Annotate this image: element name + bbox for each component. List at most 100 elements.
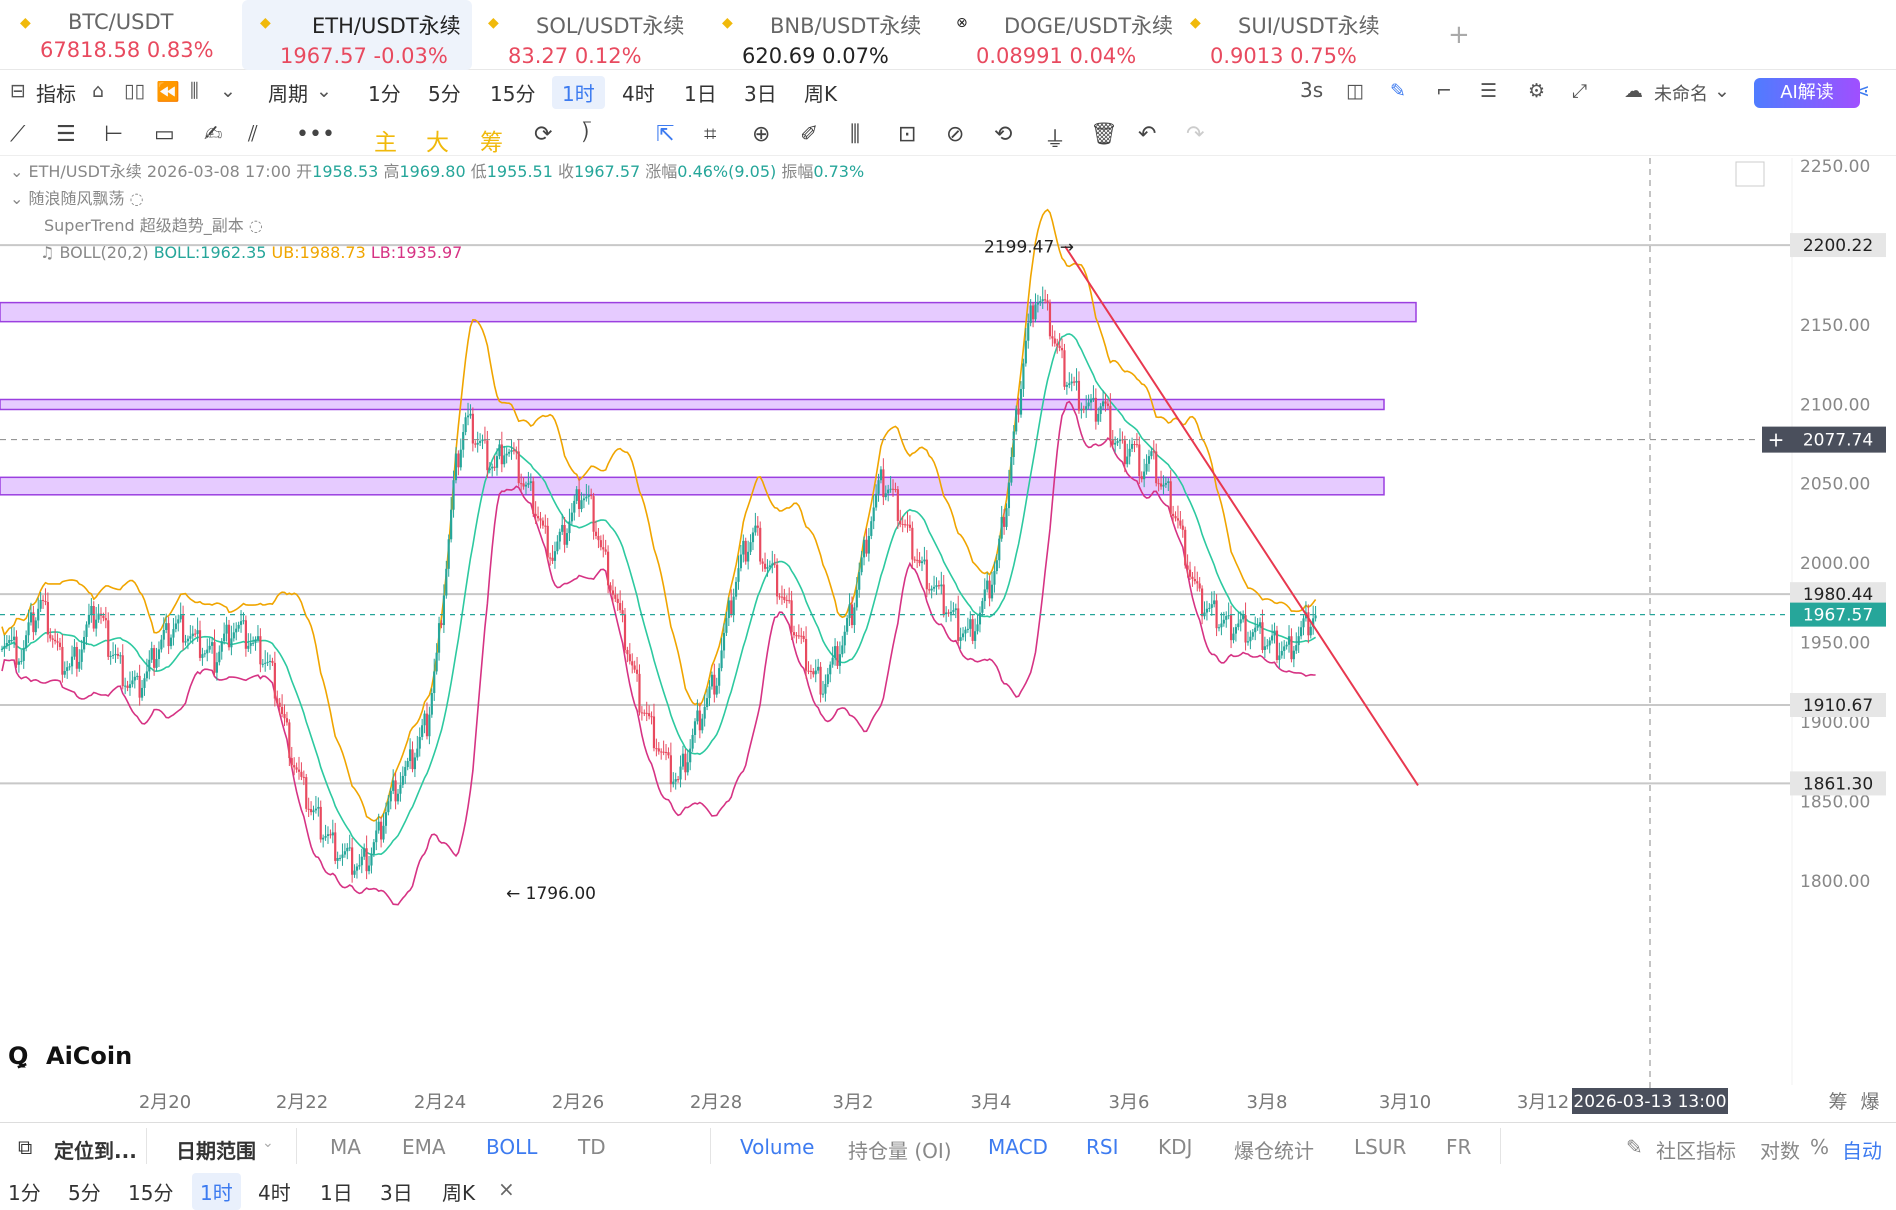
log-scale-toggle[interactable]: 对数 (1760, 1139, 1800, 1163)
big-order-button[interactable]: 大 (426, 130, 449, 156)
redo-icon[interactable]: ↷ (1186, 122, 1205, 147)
brush-icon[interactable]: ✍ (204, 122, 223, 147)
resistance-zone[interactable] (0, 476, 1385, 496)
ruler-icon[interactable]: ⌗ (704, 122, 717, 147)
corner-label[interactable]: 爆 (1860, 1091, 1879, 1113)
interval-5m[interactable]: 5分 (428, 82, 461, 106)
interval-1w[interactable]: 周K (804, 82, 838, 106)
eye-off-icon[interactable]: ◌ (248, 216, 263, 235)
ai-analysis-button[interactable]: AI解读 (1754, 78, 1860, 108)
plus-icon[interactable]: + (1768, 428, 1785, 452)
lock-icon[interactable]: ⊡ (898, 122, 917, 147)
tab-doge[interactable]: ⊗ DOGE/USDT永续 0.08991 0.04% (956, 0, 1186, 70)
quick-interval[interactable]: 15分 (128, 1181, 174, 1205)
chevron-down-icon[interactable]: ⌄ (262, 1135, 274, 1151)
layout-icon[interactable]: ▯▯ (124, 80, 145, 102)
main-ind-boll[interactable]: BOLL (486, 1135, 538, 1159)
indicators-button[interactable]: 指标 (36, 82, 76, 106)
interval-1m[interactable]: 1分 (368, 82, 401, 106)
main-force-button[interactable]: 主 (374, 130, 397, 156)
quick-interval[interactable]: 5分 (68, 1181, 101, 1205)
main-ind-td[interactable]: TD (578, 1135, 606, 1159)
chevron-down-icon[interactable]: ⌄ (316, 80, 332, 102)
interval-3d[interactable]: 3日 (744, 82, 777, 106)
sub-ind-macd[interactable]: MACD (988, 1135, 1048, 1159)
percent-scale-toggle[interactable]: % (1810, 1135, 1830, 1159)
quick-interval[interactable]: 1分 (8, 1181, 41, 1205)
pattern-icon[interactable]: ⟳ (534, 122, 553, 147)
quick-interval[interactable]: 3日 (380, 1181, 413, 1205)
cloud-icon[interactable]: ☁ (1624, 80, 1643, 102)
tab-eth[interactable]: ◆ ETH/USDT永续 1967.57 -0.03% (242, 0, 472, 70)
list-icon[interactable]: ☰ (1480, 80, 1498, 102)
sub-ind-kdj[interactable]: KDJ (1158, 1135, 1193, 1159)
sync-icon[interactable]: ⟲ (994, 122, 1013, 147)
zoom-icon[interactable]: ⊕ (752, 122, 771, 147)
magnet-icon[interactable]: ⫼ (850, 122, 861, 147)
chevron-down-icon[interactable]: ⌄ (220, 80, 236, 102)
locate-button[interactable]: 定位到... (54, 1139, 137, 1163)
trendline[interactable] (1064, 245, 1419, 787)
tab-bnb[interactable]: ◆ BNB/USDT永续 620.69 0.07% (722, 0, 942, 70)
collapse-icon[interactable]: ⌄ (10, 162, 24, 181)
fib-icon[interactable]: ⫽ (248, 122, 258, 147)
date-range-button[interactable]: 日期范围 (176, 1139, 256, 1163)
interval-1h[interactable]: 1时 (552, 76, 605, 109)
more-tools-icon[interactable]: ••• (296, 122, 335, 147)
community-indicators[interactable]: 社区指标 (1656, 1139, 1736, 1163)
undo-icon[interactable]: ↶ (1138, 122, 1157, 147)
rectangle-icon[interactable]: ▭ (154, 122, 175, 147)
refresh-rate[interactable]: 3s (1300, 78, 1324, 102)
trash-icon[interactable]: 🗑 (1090, 122, 1118, 147)
layout-name[interactable]: 未命名 (1654, 84, 1708, 105)
filter-icon[interactable]: ⏚ (1044, 128, 1067, 153)
eye-off-icon[interactable]: ◌ (129, 189, 144, 208)
sub-ind-rsi[interactable]: RSI (1086, 1135, 1119, 1159)
crosshair-plus-bg[interactable] (1762, 426, 1790, 453)
interval-4h[interactable]: 4时 (622, 82, 655, 106)
bell-icon[interactable]: ♫ (40, 243, 55, 262)
corner-label[interactable]: 筹 (1828, 1091, 1847, 1113)
cursor-icon[interactable]: ⇱ (656, 122, 675, 147)
hlines-icon[interactable]: ☰ (56, 122, 76, 147)
sub-ind-volume[interactable]: Volume (740, 1135, 815, 1159)
resistance-zone[interactable] (0, 301, 1417, 323)
locate-icon[interactable]: ⧉ (18, 1135, 33, 1159)
sub-ind-liquidation[interactable]: 爆仓统计 (1234, 1139, 1314, 1163)
period-button[interactable]: 周期 (268, 82, 308, 106)
close-icon[interactable]: × (498, 1177, 515, 1201)
replay-icon[interactable]: ⏪ (156, 81, 180, 103)
sub-ind-lsur[interactable]: LSUR (1354, 1135, 1407, 1159)
add-tab-icon[interactable]: + (1448, 20, 1470, 50)
pen-icon[interactable]: ✎ (1390, 80, 1406, 102)
collapse-icon[interactable]: ⌄ (10, 189, 24, 208)
community-icon[interactable]: ✎ (1626, 1135, 1643, 1159)
quick-interval[interactable]: 4时 (258, 1181, 291, 1205)
eraser-icon[interactable]: ✐ (800, 122, 819, 147)
alert-icon[interactable]: ⌐ (1436, 80, 1452, 102)
quick-interval[interactable]: 1日 (320, 1181, 353, 1205)
auto-scale-toggle[interactable]: 自动 (1842, 1139, 1882, 1163)
interval-1d[interactable]: 1日 (684, 82, 717, 106)
interval-15m[interactable]: 15分 (490, 82, 536, 106)
tab-btc[interactable]: ◆ BTC/USDT 67818.58 0.83% (20, 0, 240, 70)
main-ind-ma[interactable]: MA (330, 1135, 361, 1159)
candle-type-icon[interactable]: ⫼ (190, 80, 199, 102)
sub-ind-fr[interactable]: FR (1446, 1135, 1472, 1159)
quick-interval[interactable]: 周K (442, 1181, 476, 1205)
chip-button[interactable]: 筹 (480, 130, 503, 156)
measure-icon[interactable]: ⟌ (582, 122, 591, 147)
ray-icon[interactable]: ⊢ (104, 122, 124, 147)
expand-icon[interactable] (1735, 161, 1765, 187)
main-ind-ema[interactable]: EMA (402, 1135, 446, 1159)
fullscreen-icon[interactable]: ⤢ (1572, 80, 1588, 102)
trendline-icon[interactable]: ⟋ (10, 122, 26, 147)
indicator-icon[interactable]: ⊟ (10, 80, 26, 102)
sub-ind-oi[interactable]: 持仓量 (OI) (848, 1139, 952, 1163)
hide-icon[interactable]: ⊘ (946, 122, 965, 147)
settings-icon[interactable]: ⚙ (1528, 80, 1546, 102)
tab-sol[interactable]: ◆ SOL/USDT永续 83.27 0.12% (488, 0, 708, 70)
tab-sui[interactable]: ◆ SUI/USDT永续 0.9013 0.75% (1190, 0, 1420, 70)
quick-interval-selected[interactable]: 1时 (192, 1173, 241, 1210)
